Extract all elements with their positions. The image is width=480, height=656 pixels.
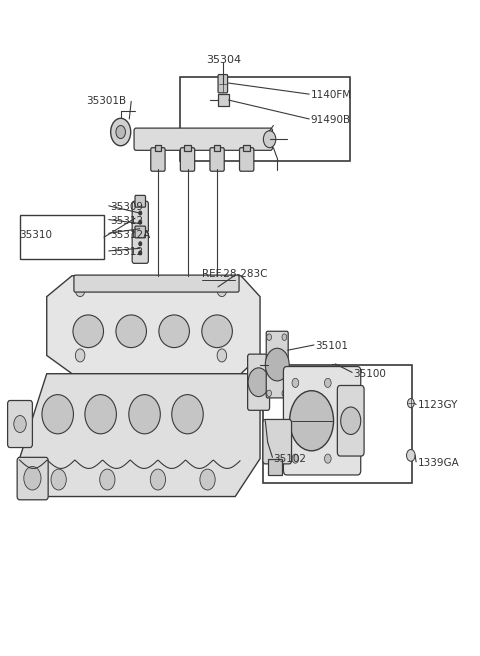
Circle shape <box>217 349 227 362</box>
Ellipse shape <box>172 395 203 434</box>
FancyBboxPatch shape <box>283 367 361 475</box>
Circle shape <box>75 283 85 297</box>
Circle shape <box>265 348 289 381</box>
Ellipse shape <box>42 395 73 434</box>
Circle shape <box>200 469 215 490</box>
Circle shape <box>248 368 269 397</box>
Text: 35100: 35100 <box>354 369 386 379</box>
Bar <box>180 77 350 161</box>
FancyBboxPatch shape <box>184 145 191 151</box>
FancyBboxPatch shape <box>151 148 165 171</box>
FancyBboxPatch shape <box>74 275 239 292</box>
Text: 35312: 35312 <box>110 247 144 257</box>
Text: 91490B: 91490B <box>311 115 351 125</box>
Circle shape <box>139 251 142 255</box>
FancyBboxPatch shape <box>17 457 48 500</box>
FancyBboxPatch shape <box>268 459 282 475</box>
Ellipse shape <box>159 315 190 348</box>
Text: 35304: 35304 <box>206 55 241 65</box>
FancyBboxPatch shape <box>8 401 33 447</box>
FancyBboxPatch shape <box>217 94 229 106</box>
Ellipse shape <box>116 315 146 348</box>
Text: 35101: 35101 <box>315 341 348 352</box>
Circle shape <box>267 334 272 340</box>
Circle shape <box>139 220 142 224</box>
FancyBboxPatch shape <box>132 232 148 263</box>
FancyBboxPatch shape <box>135 195 145 207</box>
FancyBboxPatch shape <box>337 386 364 456</box>
Circle shape <box>324 454 331 463</box>
Circle shape <box>139 211 142 215</box>
Text: 35310: 35310 <box>20 230 52 239</box>
Text: 1339GA: 1339GA <box>418 459 459 468</box>
Polygon shape <box>47 276 260 374</box>
Ellipse shape <box>85 395 116 434</box>
Ellipse shape <box>73 315 104 348</box>
Circle shape <box>100 469 115 490</box>
Text: 35312: 35312 <box>110 216 144 226</box>
FancyBboxPatch shape <box>134 128 273 150</box>
FancyBboxPatch shape <box>243 145 250 151</box>
FancyBboxPatch shape <box>214 145 220 151</box>
Circle shape <box>14 415 26 432</box>
Circle shape <box>264 131 276 148</box>
FancyBboxPatch shape <box>210 148 224 171</box>
Circle shape <box>282 390 287 397</box>
Text: 35102: 35102 <box>274 454 306 464</box>
Text: 1140FM: 1140FM <box>311 91 352 100</box>
Circle shape <box>282 334 287 340</box>
FancyBboxPatch shape <box>266 331 288 398</box>
Text: 35312A: 35312A <box>110 230 150 239</box>
Circle shape <box>217 283 227 297</box>
Circle shape <box>267 390 272 397</box>
Ellipse shape <box>129 395 160 434</box>
FancyBboxPatch shape <box>155 145 161 151</box>
Bar <box>263 365 412 483</box>
Text: 35309: 35309 <box>110 202 143 212</box>
Circle shape <box>407 449 415 461</box>
Circle shape <box>116 125 125 138</box>
Circle shape <box>292 454 299 463</box>
FancyBboxPatch shape <box>240 148 254 171</box>
FancyBboxPatch shape <box>132 201 148 233</box>
Ellipse shape <box>202 315 232 348</box>
FancyBboxPatch shape <box>218 75 228 93</box>
Circle shape <box>111 118 131 146</box>
Circle shape <box>150 469 166 490</box>
FancyBboxPatch shape <box>248 354 270 410</box>
FancyBboxPatch shape <box>263 419 291 464</box>
Text: 1123GY: 1123GY <box>418 400 458 410</box>
Circle shape <box>289 391 334 451</box>
FancyBboxPatch shape <box>135 226 145 238</box>
Circle shape <box>324 379 331 388</box>
Circle shape <box>341 407 361 434</box>
Circle shape <box>51 469 66 490</box>
Text: REF.28-283C: REF.28-283C <box>202 269 267 279</box>
Bar <box>20 215 105 259</box>
Text: 35301B: 35301B <box>86 96 126 106</box>
Circle shape <box>408 399 414 407</box>
FancyBboxPatch shape <box>180 148 195 171</box>
Polygon shape <box>20 374 260 497</box>
Circle shape <box>24 466 41 490</box>
Circle shape <box>139 242 142 246</box>
Circle shape <box>292 379 299 388</box>
Circle shape <box>75 349 85 362</box>
